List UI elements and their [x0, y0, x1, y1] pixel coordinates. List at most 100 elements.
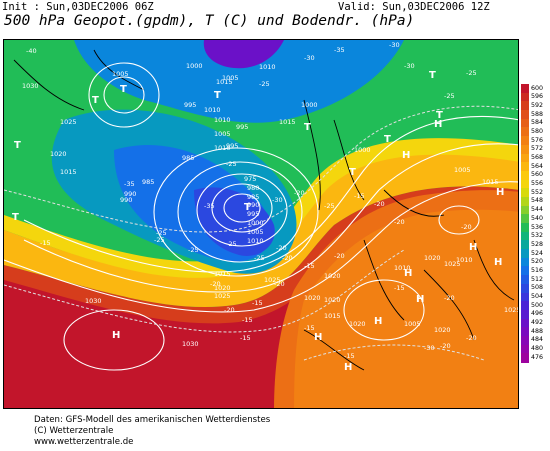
- temperature-label: -25: [154, 236, 165, 244]
- low-pressure-center: T: [304, 122, 311, 133]
- legend-swatch: [521, 275, 529, 285]
- legend-value: 588: [531, 110, 544, 118]
- temperature-label: -15: [242, 316, 253, 324]
- legend-value: 568: [531, 154, 544, 161]
- legend-value: 596: [531, 93, 544, 101]
- isobar-label: 1025: [214, 292, 231, 300]
- footer-data-source: Daten: GFS-Modell des amerikanischen Wet…: [34, 415, 271, 425]
- temperature-label: -15: [240, 334, 251, 342]
- low-pressure-center: T: [12, 212, 19, 223]
- high-pressure-center: H: [469, 242, 477, 253]
- legend-swatch: [521, 170, 529, 181]
- isobar-label: 1005: [404, 320, 421, 328]
- isobar-label: 1005: [214, 130, 231, 138]
- legend-value: 548: [531, 197, 544, 205]
- isobar-label: 1015: [60, 168, 77, 176]
- map-title: 500 hPa Geopot.(gpdm), T (C) und Bodendr…: [4, 13, 415, 29]
- temperature-label: -25: [226, 240, 237, 248]
- high-pressure-center: H: [434, 119, 442, 130]
- temperature-label: -20: [294, 189, 305, 197]
- temperature-label: -15: [304, 262, 315, 270]
- footer-copyright: (C) Wetterzentrale: [34, 426, 114, 436]
- isobar-label: 1015: [279, 118, 296, 126]
- footer-website: www.wetterzentrale.de: [34, 437, 134, 447]
- high-pressure-center: H: [374, 316, 382, 327]
- temperature-label: -20: [224, 306, 235, 314]
- legend-value: 496: [531, 310, 544, 318]
- legend-swatch: [521, 249, 529, 259]
- legend-value: 516: [531, 266, 544, 274]
- temperature-label: -30: [304, 54, 315, 62]
- temperature-label: -20: [274, 280, 285, 288]
- temperature-label: -15: [304, 324, 315, 332]
- isobar-label: 1005: [454, 166, 471, 174]
- legend-value: 556: [531, 180, 544, 188]
- temperature-label: -15: [344, 352, 355, 360]
- isobar-label: 995: [236, 123, 248, 131]
- valid-time-label: Valid: Sun,03DEC2006 12Z: [338, 1, 490, 13]
- legend-swatch: [521, 162, 529, 172]
- isobar-label: 1010: [247, 237, 264, 245]
- low-pressure-center: T: [349, 167, 356, 178]
- isobar-label: 1010: [204, 106, 221, 114]
- isobar-label: 1030: [22, 82, 39, 90]
- temperature-label: -25: [444, 92, 455, 100]
- isobar-label: 1020: [349, 320, 366, 328]
- temperature-label: -25: [324, 202, 335, 210]
- high-pressure-center: H: [344, 362, 352, 373]
- legend-value: 540: [531, 214, 544, 222]
- low-pressure-center: T: [384, 134, 391, 145]
- legend-swatch: [521, 214, 529, 224]
- high-pressure-center: H: [494, 257, 502, 268]
- legend-swatch: [521, 257, 529, 267]
- isobar-label: 1010: [259, 63, 276, 71]
- isobar-label: 1000: [247, 219, 264, 227]
- isobar-label: 1020: [214, 284, 231, 292]
- coastlines: [303, 99, 515, 371]
- legend-value: 572: [531, 145, 544, 153]
- temperature-label: -25: [466, 69, 477, 77]
- isobar-label: 1020: [324, 272, 341, 280]
- temperature-label: -30: [389, 41, 400, 49]
- isobar-label: 1020: [50, 150, 67, 158]
- low-pressure-center: T: [214, 90, 221, 101]
- isobar-label: 1005: [112, 70, 129, 78]
- legend-value: 532: [531, 232, 544, 240]
- isobar-label: 1010: [456, 256, 473, 264]
- legend-value: 544: [531, 206, 544, 214]
- isobar-label: 1020: [424, 254, 441, 262]
- temperature-label: -20: [276, 244, 287, 252]
- legend-value: 504: [531, 293, 544, 300]
- isobar-label: 1010: [394, 264, 411, 272]
- legend-swatch: [521, 327, 529, 337]
- footer-credits: Daten: GFS-Modell des amerikanischen Wet…: [34, 415, 270, 448]
- legend-swatch: [521, 118, 529, 128]
- isobar-label: 1000: [301, 101, 318, 109]
- legend-swatch: [521, 136, 529, 146]
- legend-value: 484: [531, 336, 544, 344]
- isobar-label: 1015: [324, 312, 341, 320]
- isobar-label: 985: [182, 154, 194, 162]
- isobar-label: 1025: [504, 306, 519, 314]
- low-pressure-center: T: [92, 95, 99, 106]
- temperature-label: -25: [259, 80, 270, 88]
- isobar-label: 1020: [324, 296, 341, 304]
- temperature-label: -20: [374, 200, 385, 208]
- temperature-label: -20: [440, 342, 451, 350]
- temperature-label: -25: [226, 160, 237, 168]
- legend-swatch: [521, 266, 529, 276]
- legend-swatch: [521, 283, 529, 293]
- legend-swatch: [521, 353, 529, 363]
- legend-swatch: [521, 223, 529, 233]
- legend-value: 508: [531, 284, 544, 292]
- legend-swatch: [521, 153, 529, 163]
- low-pressure-center: T: [429, 70, 436, 81]
- legend-swatch: [521, 309, 529, 320]
- high-pressure-center: H: [496, 187, 504, 198]
- legend-value: 576: [531, 136, 544, 144]
- isobar-label: 1030: [85, 297, 102, 305]
- isobar-label: 975: [244, 175, 256, 183]
- legend-value: 492: [531, 319, 544, 327]
- isobar-label: 1025: [264, 276, 281, 284]
